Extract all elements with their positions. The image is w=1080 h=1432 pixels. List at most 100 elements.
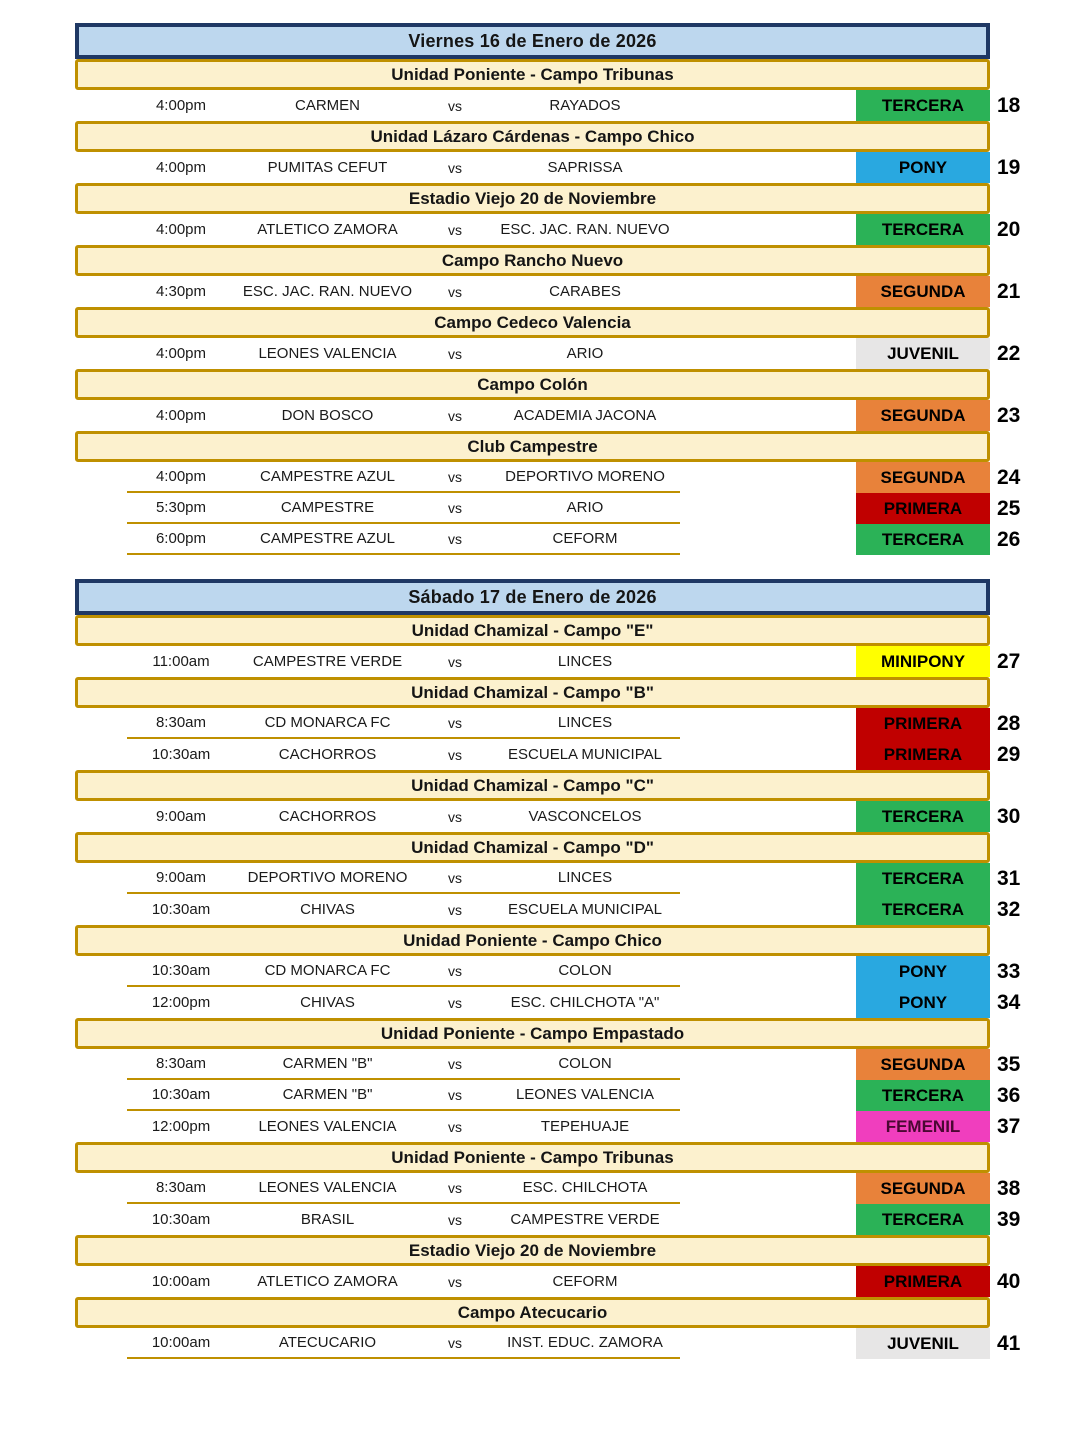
row-gap xyxy=(680,708,856,739)
vs-label: vs xyxy=(448,499,462,516)
row-left-spacer xyxy=(75,708,127,739)
home-team: ATECUCARIO xyxy=(278,1334,377,1351)
match-number: 23 xyxy=(997,403,1021,427)
row-gap xyxy=(680,1049,856,1080)
category-badge: FEMENIL xyxy=(856,1111,990,1142)
match-cells: 4:00pm LEONES VALENCIA vs ARIO xyxy=(127,338,680,369)
match-number: 40 xyxy=(997,1269,1021,1293)
away-team: INST. EDUC. ZAMORA xyxy=(507,1334,663,1351)
match-time: 4:00pm xyxy=(155,345,207,362)
match-number: 31 xyxy=(997,866,1021,890)
away-team: LINCES xyxy=(557,869,613,886)
match-number: 20 xyxy=(997,217,1021,241)
home-team: CAMPESTRE VERDE xyxy=(252,653,403,670)
category-badge: PRIMERA xyxy=(856,493,990,524)
row-left-spacer xyxy=(75,493,127,524)
match-number: 22 xyxy=(997,341,1021,365)
row-gap xyxy=(680,646,856,677)
row-gap xyxy=(680,1328,856,1359)
home-team: DEPORTIVO MORENO xyxy=(247,869,408,886)
match-cells: 10:00am ATLETICO ZAMORA vs CEFORM xyxy=(127,1266,680,1297)
match-number: 33 xyxy=(997,959,1021,983)
row-gap xyxy=(680,894,856,925)
match-time: 10:30am xyxy=(151,1086,211,1103)
row-left-spacer xyxy=(75,1080,127,1111)
row-gap xyxy=(680,956,856,987)
match-row: 4:00pm CARMEN vs RAYADOS TERCERA 18 xyxy=(75,90,1039,121)
home-team: CARMEN "B" xyxy=(282,1086,373,1103)
category-badge: PRIMERA xyxy=(856,708,990,739)
match-row: 4:00pm DON BOSCO vs ACADEMIA JACONA SEGUNDA 2… xyxy=(75,400,1039,431)
match-cells: 10:30am BRASIL vs CAMPESTRE VERDE xyxy=(127,1204,680,1235)
match-cells: 10:30am CHIVAS vs ESCUELA MUNICIPAL xyxy=(127,894,680,925)
row-gap xyxy=(680,90,856,121)
category-badge: SEGUNDA xyxy=(856,1173,990,1204)
match-number: 39 xyxy=(997,1207,1021,1231)
row-left-spacer xyxy=(75,400,127,431)
match-time: 10:00am xyxy=(151,1334,211,1351)
category-badge: PRIMERA xyxy=(856,739,990,770)
home-team: CHIVAS xyxy=(300,994,355,1011)
away-team: CEFORM xyxy=(552,1273,618,1290)
match-cells: 5:30pm CAMPESTRE vs ARIO xyxy=(127,493,680,524)
home-team: CACHORROS xyxy=(278,746,377,763)
category-badge: PONY xyxy=(856,987,990,1018)
away-team: RAYADOS xyxy=(549,97,621,114)
match-row: 10:30am CARMEN "B" vs LEONES VALENCIA TERCER… xyxy=(75,1080,1039,1111)
match-time: 6:00pm xyxy=(155,530,207,547)
row-left-spacer xyxy=(75,462,127,493)
row-gap xyxy=(680,152,856,183)
row-gap xyxy=(680,338,856,369)
vs-label: vs xyxy=(448,1273,462,1290)
home-team: ATLETICO ZAMORA xyxy=(257,1273,398,1290)
vs-label: vs xyxy=(448,901,462,918)
match-cells: 9:00am DEPORTIVO MORENO vs LINCES xyxy=(127,863,680,894)
match-cells: 11:00am CAMPESTRE VERDE vs LINCES xyxy=(127,646,680,677)
away-team: ESC. CHILCHOTA "A" xyxy=(510,994,660,1011)
home-team: ESC. JAC. RAN. NUEVO xyxy=(242,283,413,300)
match-number: 21 xyxy=(997,279,1021,303)
vs-label: vs xyxy=(448,468,462,485)
match-row: 8:30am CD MONARCA FC vs LINCES PRIMERA 28 xyxy=(75,708,1039,739)
match-row: 6:00pm CAMPESTRE AZUL vs CEFORM TERCERA 26 xyxy=(75,524,1039,555)
vs-label: vs xyxy=(448,283,462,300)
match-time: 4:00pm xyxy=(155,159,207,176)
vs-label: vs xyxy=(448,714,462,731)
vs-label: vs xyxy=(448,345,462,362)
match-number: 18 xyxy=(997,93,1021,117)
venue-header: Unidad Lázaro Cárdenas - Campo Chico xyxy=(75,121,990,152)
row-gap xyxy=(680,1266,856,1297)
match-row: 4:00pm ATLETICO ZAMORA vs ESC. JAC. RAN. NU… xyxy=(75,214,1039,245)
venue-header: Unidad Chamizal - Campo "B" xyxy=(75,677,990,708)
away-team: CEFORM xyxy=(552,530,618,547)
away-team: LEONES VALENCIA xyxy=(515,1086,655,1103)
row-gap xyxy=(680,276,856,307)
away-team: DEPORTIVO MORENO xyxy=(505,468,665,485)
row-left-spacer xyxy=(75,1328,127,1359)
match-number: 24 xyxy=(997,465,1021,489)
home-team: BRASIL xyxy=(300,1211,355,1228)
home-team: CAMPESTRE AZUL xyxy=(259,530,396,547)
match-cells: 4:30pm ESC. JAC. RAN. NUEVO vs CARABES xyxy=(127,276,680,307)
row-left-spacer xyxy=(75,524,127,555)
match-cells: 12:00pm CHIVAS vs ESC. CHILCHOTA "A" xyxy=(127,987,680,1018)
away-team: ESCUELA MUNICIPAL xyxy=(508,901,662,918)
match-row: 10:00am ATECUCARIO vs INST. EDUC. ZAMORA JUV… xyxy=(75,1328,1039,1359)
match-cells: 10:30am CACHORROS vs ESCUELA MUNICIPAL xyxy=(127,739,680,770)
match-time: 10:30am xyxy=(151,746,211,763)
vs-label: vs xyxy=(448,97,462,114)
row-left-spacer xyxy=(75,90,127,121)
category-badge: PONY xyxy=(856,956,990,987)
category-badge: TERCERA xyxy=(856,1080,990,1111)
match-time: 10:30am xyxy=(151,1211,211,1228)
home-team: CD MONARCA FC xyxy=(264,962,391,979)
away-team: ACADEMIA JACONA xyxy=(513,407,657,424)
match-number: 28 xyxy=(997,711,1021,735)
venue-header: Unidad Chamizal - Campo "D" xyxy=(75,832,990,863)
venue-header: Campo Atecucario xyxy=(75,1297,990,1328)
vs-label: vs xyxy=(448,1055,462,1072)
row-left-spacer xyxy=(75,1049,127,1080)
match-cells: 4:00pm CARMEN vs RAYADOS xyxy=(127,90,680,121)
home-team: CAMPESTRE AZUL xyxy=(259,468,396,485)
category-badge: JUVENIL xyxy=(856,338,990,369)
